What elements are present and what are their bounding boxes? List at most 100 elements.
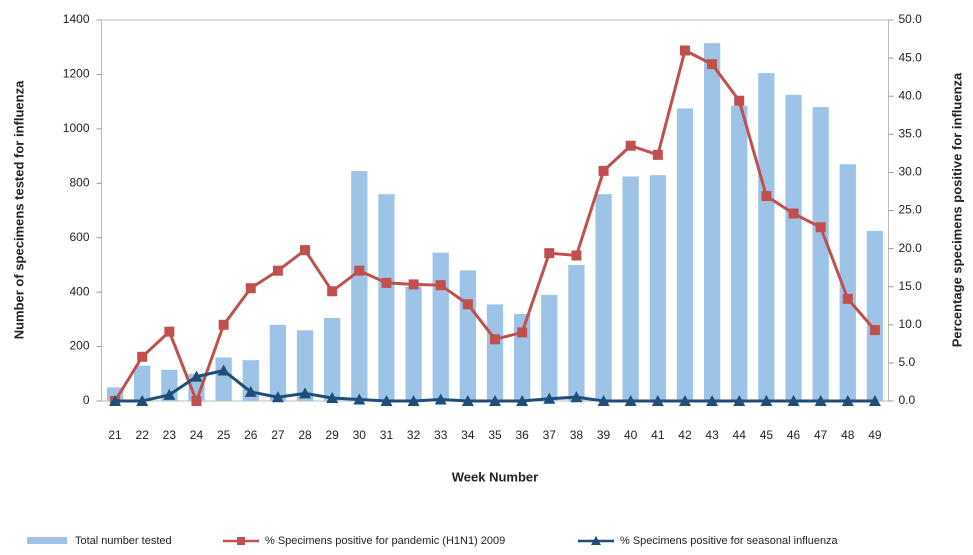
bar	[758, 73, 775, 401]
x-tick-label: 34	[461, 428, 475, 442]
marker	[381, 277, 392, 288]
y2-tick-label: 15.0	[899, 279, 923, 293]
bar	[351, 171, 368, 401]
bar	[215, 357, 232, 401]
x-axis-title: Week Number	[452, 469, 538, 484]
marker	[461, 395, 474, 406]
bar	[568, 264, 585, 401]
marker	[815, 222, 826, 233]
x-tick-label: 43	[705, 428, 719, 442]
marker	[624, 395, 637, 406]
bar	[459, 270, 477, 401]
marker	[597, 395, 610, 406]
marker	[408, 279, 419, 290]
marker	[354, 265, 365, 276]
x-tick-label: 26	[244, 428, 258, 442]
bar	[595, 194, 612, 401]
marker	[761, 191, 772, 202]
marker	[326, 391, 339, 403]
marker	[814, 395, 827, 406]
marker	[570, 391, 583, 403]
marker	[272, 265, 283, 276]
marker	[706, 395, 719, 406]
marker	[625, 140, 636, 151]
x-tick-label: 46	[787, 428, 801, 442]
marker	[299, 387, 312, 399]
marker	[244, 385, 257, 397]
x-tick-label: 30	[353, 428, 367, 442]
marker	[191, 396, 202, 406]
marker	[137, 351, 148, 362]
marker	[760, 395, 773, 406]
x-tick-label: 49	[868, 428, 882, 442]
marker	[109, 395, 122, 406]
bar	[324, 317, 341, 401]
bar	[432, 252, 449, 401]
x-tick-label: 37	[543, 428, 557, 442]
bar	[731, 105, 748, 401]
legend-label: Total number tested	[75, 535, 172, 547]
marker	[218, 319, 229, 330]
x-tick-label: 45	[760, 428, 774, 442]
marker	[164, 326, 175, 337]
x-tick-label: 29	[325, 428, 339, 442]
y2-tick-label: 5.0	[899, 355, 916, 369]
x-tick-label: 27	[271, 428, 285, 442]
x-tick-label: 24	[190, 428, 204, 442]
marker	[434, 393, 447, 405]
y-tick-label: 400	[69, 284, 89, 298]
x-tick-label: 35	[488, 428, 502, 442]
x-tick-label: 48	[841, 428, 855, 442]
marker	[136, 395, 149, 406]
bar	[649, 175, 666, 401]
marker	[733, 395, 746, 406]
x-tick-label: 21	[108, 428, 122, 442]
y-tick-label: 800	[69, 175, 89, 189]
marker	[217, 364, 230, 376]
marker	[652, 149, 663, 160]
marker	[868, 395, 881, 406]
bar	[296, 330, 314, 401]
marker	[842, 293, 853, 304]
marker	[869, 325, 880, 336]
bar	[378, 194, 395, 401]
bar	[785, 94, 802, 401]
marker	[327, 286, 338, 297]
x-tick-label: 42	[678, 428, 692, 442]
x-tick-label: 47	[814, 428, 828, 442]
legend-label: % Specimens positive for pandemic (H1N1)…	[265, 535, 505, 547]
x-tick-label: 36	[515, 428, 529, 442]
legend-marker	[591, 536, 601, 545]
marker	[679, 45, 690, 56]
legend-marker	[237, 537, 245, 545]
marker	[407, 395, 420, 406]
y-tick-label: 1400	[63, 12, 90, 26]
bar	[486, 304, 504, 401]
bar	[812, 107, 829, 401]
x-tick-label: 28	[298, 428, 312, 442]
y-tick-label: 1200	[63, 67, 90, 81]
y2-tick-label: 35.0	[899, 126, 923, 140]
y-tick-label: 600	[69, 230, 89, 244]
x-tick-label: 25	[217, 428, 231, 442]
marker	[787, 395, 800, 406]
marker	[651, 395, 664, 406]
marker	[707, 59, 718, 70]
marker	[435, 280, 446, 291]
x-tick-label: 40	[624, 428, 638, 442]
bar	[622, 176, 639, 401]
x-tick-label: 38	[570, 428, 584, 442]
y2-tick-label: 30.0	[899, 165, 923, 179]
y-tick-label: 1000	[63, 121, 90, 135]
y2-tick-label: 40.0	[899, 88, 923, 102]
bar	[134, 365, 151, 401]
y2-tick-label: 10.0	[899, 317, 923, 331]
x-tick-label: 41	[651, 428, 665, 442]
marker	[353, 393, 366, 405]
legend-label: % Specimens positive for seasonal influe…	[620, 535, 839, 547]
marker	[517, 327, 528, 338]
y2-tick-label: 45.0	[899, 50, 923, 64]
x-tick-label: 44	[733, 428, 747, 442]
